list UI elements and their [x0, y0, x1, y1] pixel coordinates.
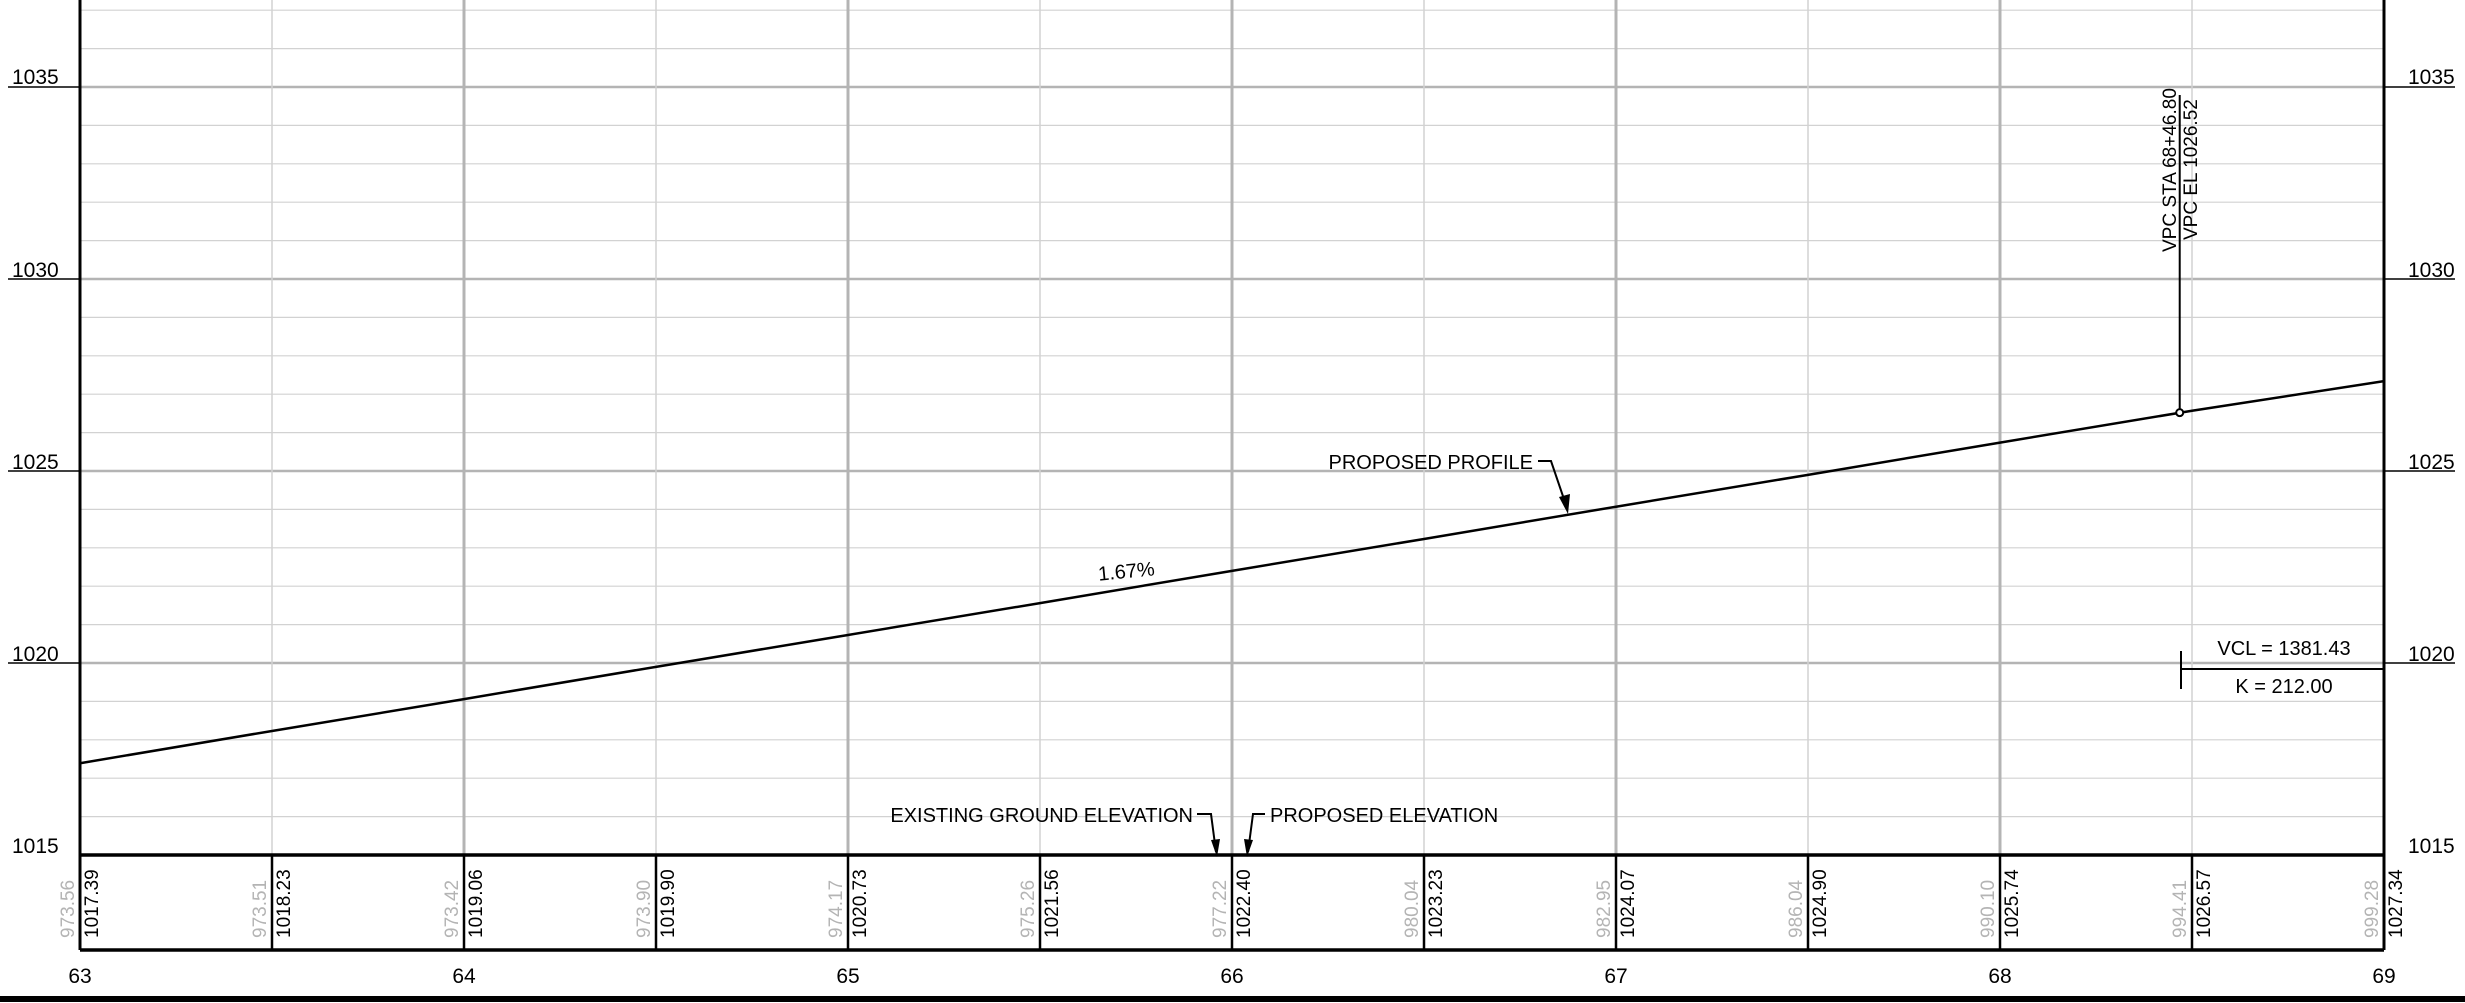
proposed-elevation-value: 1024.07 — [1618, 869, 1639, 938]
grid-layer — [8, 0, 2455, 950]
elevation-label-right-1015: 1015 — [2408, 835, 2455, 858]
vcl-label: VCL = 1381.43 — [2217, 638, 2350, 660]
existing-ground-arrowhead — [1211, 839, 1220, 857]
existing-elevation-label: 973.51 — [250, 880, 271, 938]
existing-elevation-label: 973.42 — [442, 880, 463, 938]
station-label-65: 65 — [836, 965, 859, 988]
proposed-elevation-value: 1019.90 — [658, 869, 679, 938]
k-value-label: K = 212.00 — [2235, 676, 2332, 698]
elevation-label-left-1025: 1025 — [12, 451, 59, 474]
grade-label: 1.67% — [1097, 558, 1156, 585]
proposed-elevation-value: 1027.34 — [2386, 869, 2407, 938]
label-layer: 1035 1030 1025 1020 1015 1035 1030 1025 … — [12, 66, 2455, 988]
existing-elevation-label: 982.95 — [1594, 880, 1615, 938]
existing-elevation-label: 986.04 — [1786, 879, 1807, 938]
existing-elevation-label: 980.04 — [1402, 879, 1423, 938]
proposed-elevation-value: 1021.56 — [1042, 869, 1063, 938]
elevation-label-left-1030: 1030 — [12, 259, 59, 282]
existing-elevation-label: 990.10 — [1978, 880, 1999, 938]
proposed-elevation-value: 1023.23 — [1426, 869, 1447, 938]
station-label-63: 63 — [68, 965, 91, 988]
station-label-69: 69 — [2372, 965, 2395, 988]
vpc-point — [2175, 408, 2185, 418]
vpc-station-label: VPC STA 68+46.80 — [2160, 88, 2181, 252]
elevation-label-left-1035: 1035 — [12, 66, 59, 89]
existing-elevation-label: 974.17 — [826, 880, 847, 938]
existing-elevation-label: 975.26 — [1018, 880, 1039, 938]
data-band: 973.56 1017.39 973.51 1018.23 973.42 1019.06 9… — [0, 853, 2465, 1002]
proposed-profile-leader — [1538, 460, 1568, 509]
existing-elevation-label: 973.56 — [58, 880, 79, 938]
elevation-label-right-1030: 1030 — [2408, 259, 2455, 282]
existing-elevation-label: 999.28 — [2362, 880, 2383, 938]
proposed-elevation-label: PROPOSED ELEVATION — [1270, 805, 1498, 827]
station-label-68: 68 — [1988, 965, 2011, 988]
proposed-profile-arrowhead — [1559, 494, 1570, 514]
proposed-elevation-value: 1024.90 — [1810, 869, 1831, 938]
elevation-label-left-1015: 1015 — [12, 835, 59, 858]
elevation-label-right-1020: 1020 — [2408, 643, 2455, 666]
profile-layer — [79, 95, 2385, 765]
elevation-label-right-1025: 1025 — [2408, 451, 2455, 474]
proposed-profile-line — [79, 379, 2385, 765]
station-label-67: 67 — [1604, 965, 1627, 988]
elevation-label-right-1035: 1035 — [2408, 66, 2455, 89]
elevation-label-left-1020: 1020 — [12, 643, 59, 666]
proposed-elevation-value: 1022.40 — [1234, 869, 1255, 938]
proposed-elevation-leader — [1247, 813, 1265, 853]
proposed-elevation-value: 1018.23 — [274, 869, 295, 938]
vpc-elevation-label: VPC EL 1026.52 — [2181, 99, 2202, 240]
proposed-elevation-value: 1019.06 — [466, 869, 487, 938]
proposed-elevation-value: 1026.57 — [2194, 869, 2215, 938]
station-label-66: 66 — [1220, 965, 1243, 988]
proposed-elevation-arrowhead — [1244, 839, 1253, 857]
existing-ground-elevation-label: EXISTING GROUND ELEVATION — [890, 805, 1193, 827]
existing-elevation-label: 973.90 — [634, 880, 655, 938]
proposed-elevation-value: 1017.39 — [82, 869, 103, 938]
proposed-profile-label: PROPOSED PROFILE — [1329, 452, 1534, 474]
existing-elevation-label: 994.41 — [2170, 880, 2191, 938]
station-label-64: 64 — [452, 965, 476, 988]
proposed-elevation-value: 1025.74 — [2002, 869, 2023, 938]
existing-ground-leader — [1197, 813, 1217, 853]
existing-elevation-label: 977.22 — [1210, 880, 1231, 938]
proposed-elevation-value: 1020.73 — [850, 869, 871, 938]
